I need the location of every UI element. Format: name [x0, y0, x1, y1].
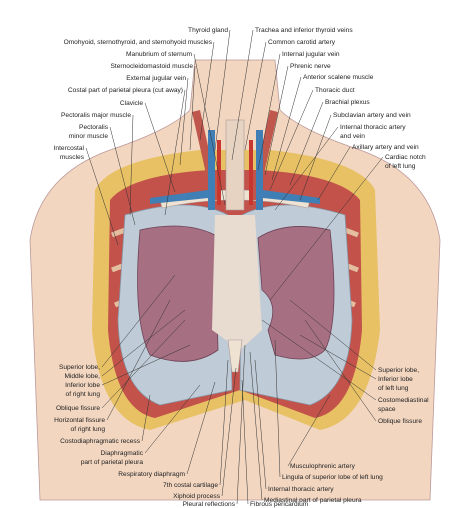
- label: Brachial plexus: [325, 99, 370, 106]
- leader-line: [317, 146, 351, 201]
- leader-line: [189, 65, 196, 151]
- label: and vein: [340, 133, 365, 140]
- label: External jugular vein: [126, 75, 186, 82]
- label: Pectoralis: [79, 124, 109, 131]
- label: Lingula of superior lobe of left lung: [282, 474, 383, 481]
- leader-line: [289, 299, 377, 371]
- leader-line: [274, 126, 339, 211]
- label: muscles: [60, 154, 85, 161]
- label: Internal jugular vein: [282, 51, 340, 58]
- leader-line: [236, 344, 246, 505]
- leader-line: [304, 319, 377, 422]
- label: Cardiac notch: [385, 154, 426, 161]
- label: Pectoralis major muscle: [61, 112, 131, 119]
- leader-line: [164, 89, 186, 216]
- leader-line: [106, 299, 171, 421]
- leader-line: [241, 379, 249, 505]
- leader-line: [299, 114, 332, 201]
- label: of left lung: [385, 163, 416, 170]
- label: part of parietal pleura: [81, 459, 144, 466]
- label: Costal part of parietal pleura (cut away…: [68, 87, 183, 94]
- label: Superior lobe,: [59, 364, 100, 371]
- leader-line: [257, 53, 281, 171]
- label: Costomediastinal: [378, 397, 429, 404]
- leader-line: [261, 319, 377, 401]
- leader-line: [274, 339, 281, 478]
- leader-line: [219, 359, 229, 486]
- label: Respiratory diaphragm: [118, 471, 185, 478]
- leader-line: [299, 334, 377, 380]
- leader-line: [129, 114, 134, 216]
- label: of right lung: [66, 391, 101, 398]
- label: Omohyoid, sternothyroid, and sternohyoid…: [64, 39, 213, 46]
- label: Oblique fissure: [378, 418, 422, 425]
- leader-line: [271, 76, 302, 181]
- label: Oblique fissure: [56, 405, 100, 412]
- label: Subclavian artery and vein: [333, 112, 411, 119]
- label: Pleural reflections: [183, 501, 236, 508]
- label: Manubrium of sternum: [126, 51, 192, 58]
- leader-line: [254, 359, 267, 490]
- label: Inferior lobe: [65, 382, 100, 389]
- leader-line: [193, 53, 226, 206]
- leader-line: [186, 381, 216, 475]
- label: Horizontal fissure: [54, 417, 105, 424]
- label: Thyroid gland: [188, 27, 228, 34]
- label: Phrenic nerve: [290, 63, 331, 70]
- label: Superior lobe,: [378, 367, 419, 374]
- leader-line: [269, 156, 384, 301]
- label: Sternocleidomastoid muscle: [111, 63, 194, 70]
- leader-line: [249, 351, 263, 501]
- leader-line: [101, 309, 186, 377]
- label: space: [378, 406, 396, 413]
- leader-line: [101, 274, 176, 368]
- leader-line: [101, 319, 186, 409]
- label: Xiphoid process: [173, 493, 221, 500]
- leader-line: [109, 126, 136, 226]
- label: of right lung: [71, 426, 106, 433]
- label: Musculophrenic artery: [290, 463, 356, 470]
- label: Internal thoracic artery: [268, 486, 334, 493]
- label: Internal thoracic artery: [340, 124, 406, 131]
- label: Middle lobe,: [64, 373, 100, 380]
- label: Anterior scalene muscle: [303, 74, 374, 81]
- label: Mediastinal part of parietal pleura: [264, 497, 362, 504]
- leader-line: [221, 367, 237, 497]
- label: Trachea and inferior thyroid veins: [255, 27, 353, 34]
- label: Thoracic duct: [315, 87, 355, 94]
- label: Inferior lobe: [378, 376, 413, 383]
- label: Intercostal: [54, 145, 85, 152]
- label: Clavicle: [120, 100, 143, 107]
- label: Common carotid artery: [268, 39, 336, 46]
- leader-line: [144, 384, 201, 454]
- label: Axillary artery and vein: [352, 144, 419, 151]
- label: 7th costal cartilage: [163, 482, 218, 489]
- label: of left lung: [378, 385, 409, 392]
- leader-line: [144, 102, 176, 193]
- leader-line: [85, 147, 119, 246]
- leader-line: [199, 41, 215, 141]
- leader-line: [101, 344, 191, 386]
- leader-line: [264, 65, 289, 176]
- leader-line: [269, 89, 314, 191]
- label: Diaphragmatic: [100, 450, 143, 457]
- label: minor muscle: [69, 133, 109, 140]
- leader-line: [287, 394, 331, 467]
- leader-line: [231, 29, 254, 161]
- leader-line: [214, 29, 231, 151]
- illustration: [29, 59, 441, 501]
- leader-line: [179, 77, 189, 166]
- leader-line: [289, 101, 324, 186]
- leader-line: [244, 41, 267, 151]
- label: Costodiaphragmatic recess: [60, 438, 141, 445]
- label: Fibrous pericardium: [250, 501, 309, 508]
- leader-line: [141, 394, 151, 442]
